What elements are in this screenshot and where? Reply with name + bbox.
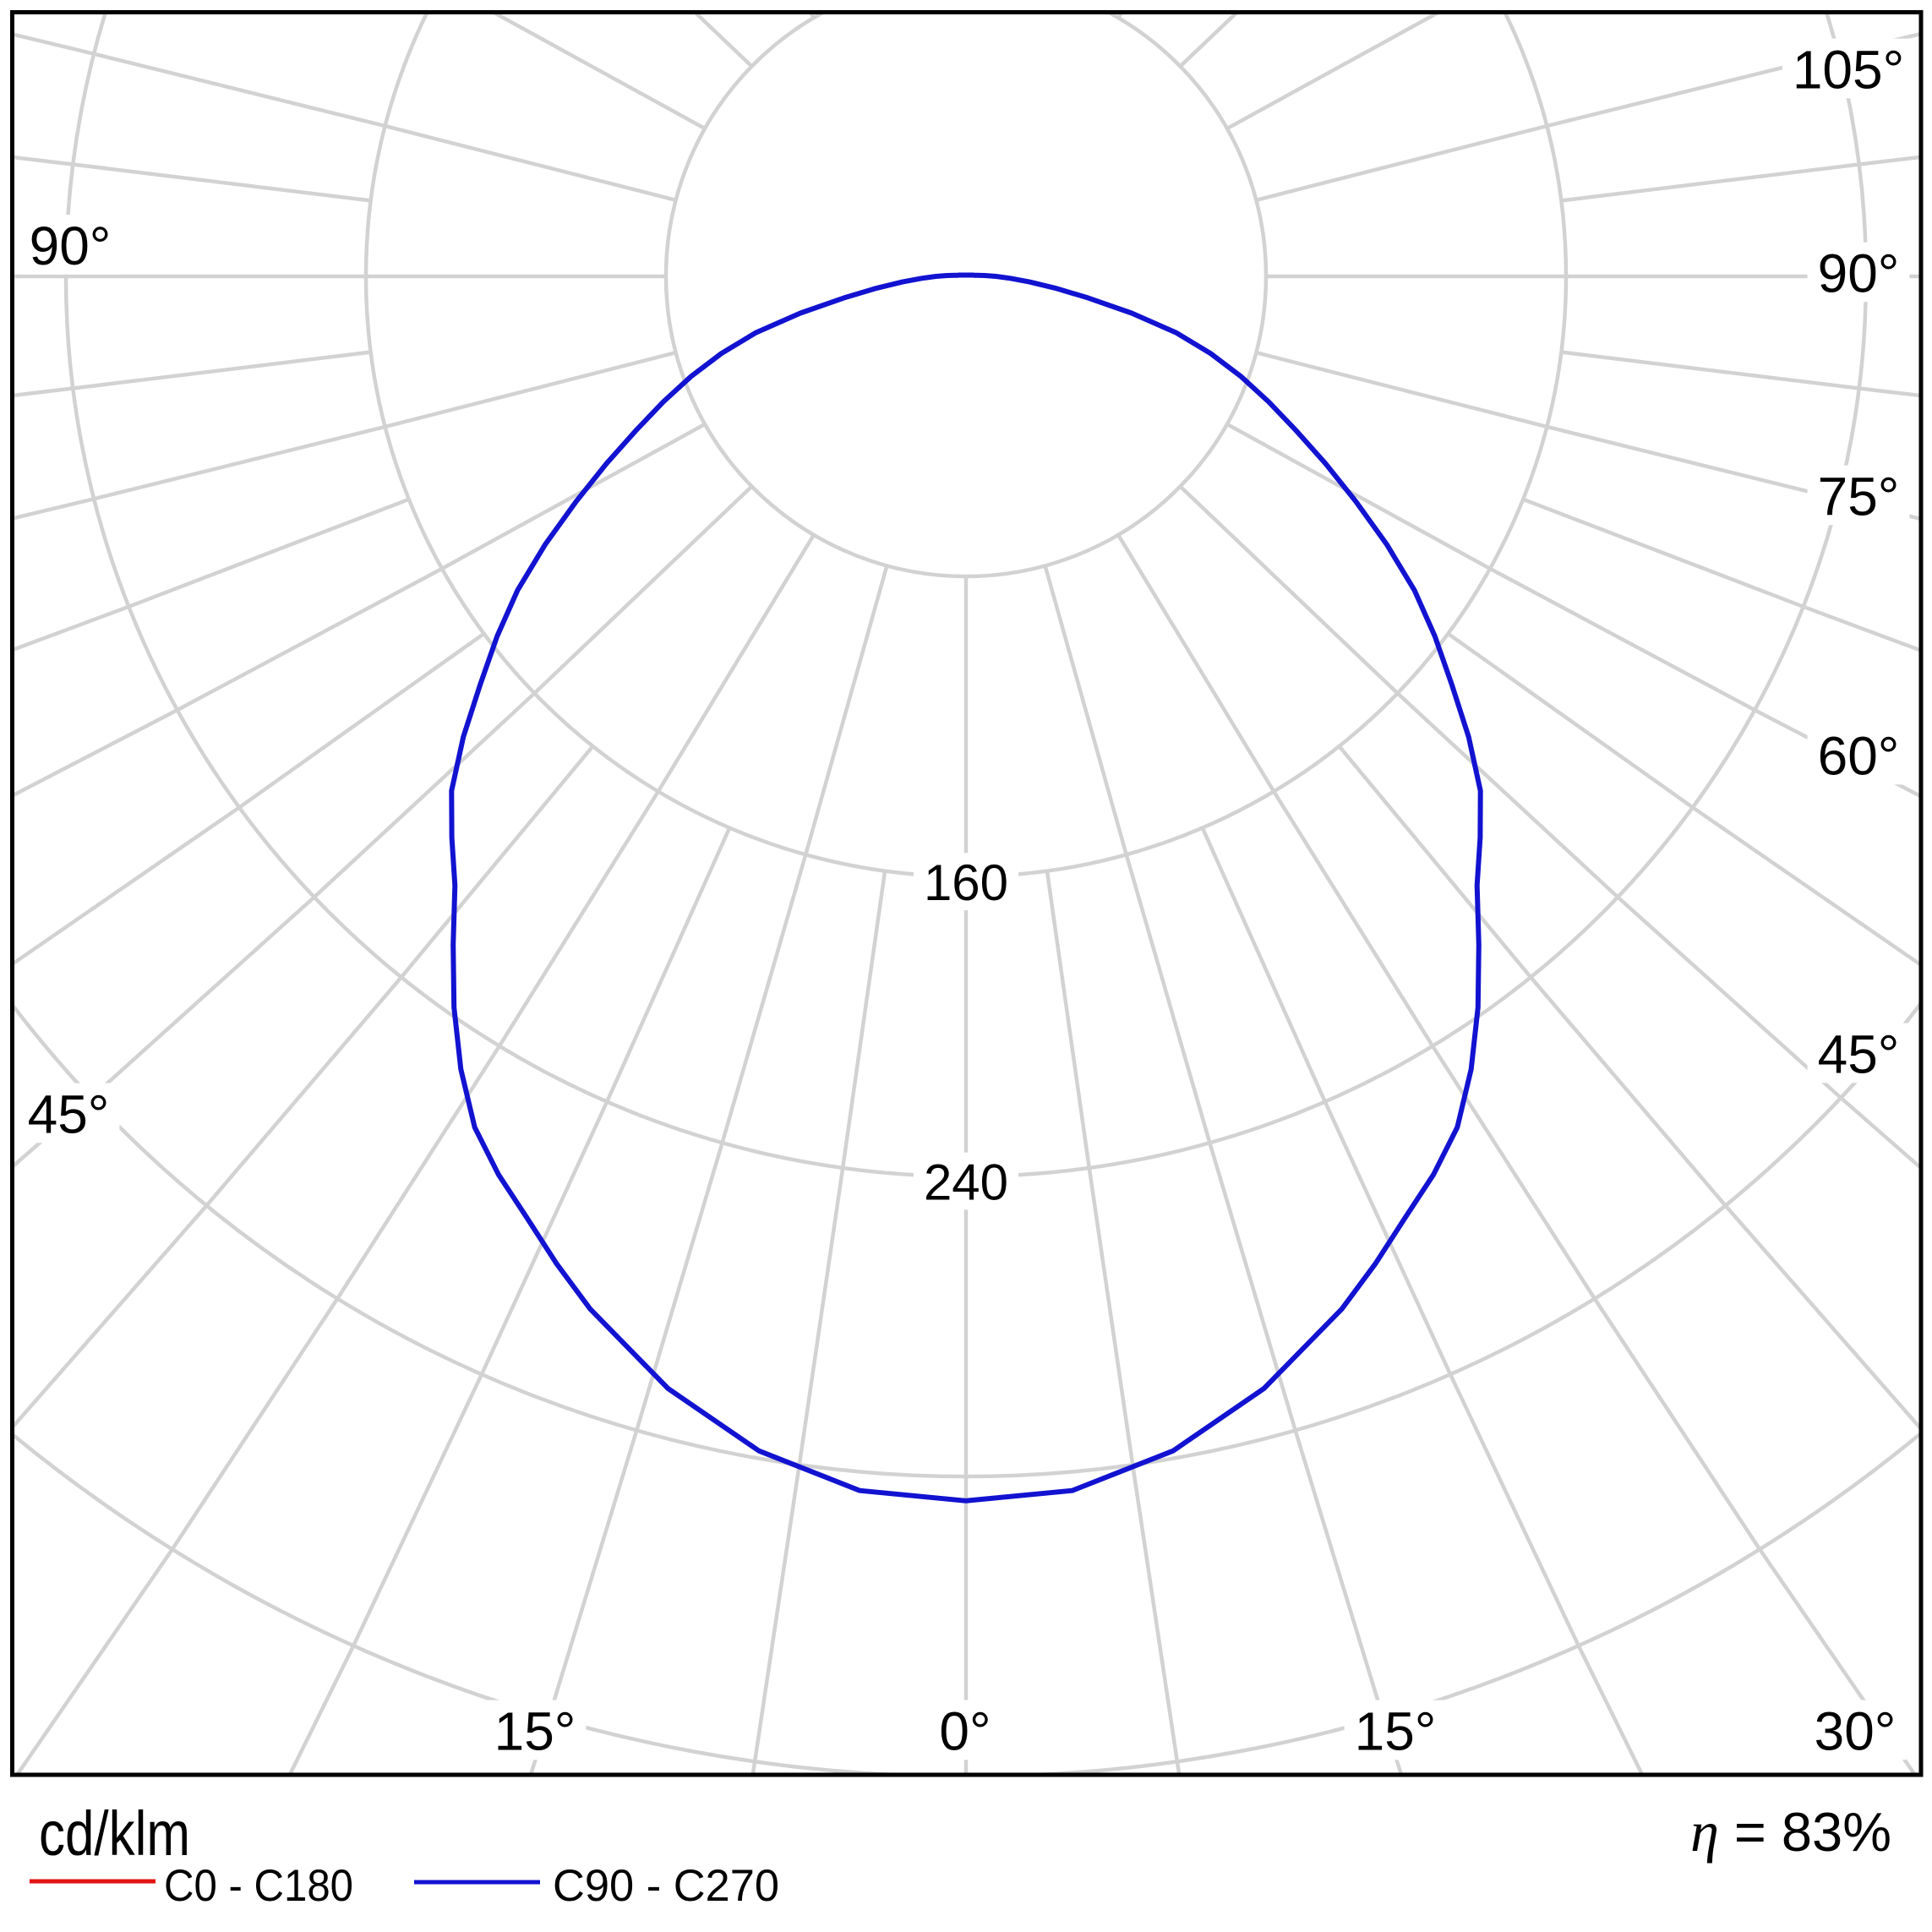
svg-text:240: 240: [924, 1154, 1008, 1210]
svg-text:45°: 45°: [1818, 1023, 1900, 1084]
svg-text:45°: 45°: [28, 1083, 110, 1144]
svg-text:η = 83%: η = 83%: [1690, 1799, 1891, 1864]
svg-text:0°: 0°: [939, 1700, 991, 1761]
svg-text:60°: 60°: [1818, 725, 1900, 786]
svg-text:C0 - C180: C0 - C180: [164, 1861, 353, 1911]
svg-text:75°: 75°: [1818, 466, 1900, 527]
svg-text:105°: 105°: [1793, 39, 1904, 100]
svg-text:C90 - C270: C90 - C270: [553, 1861, 779, 1911]
svg-text:15°: 15°: [1355, 1700, 1437, 1761]
svg-text:cd/klm: cd/klm: [39, 1798, 190, 1869]
svg-text:90°: 90°: [1818, 243, 1900, 303]
svg-text:30°: 30°: [1815, 1700, 1897, 1761]
svg-text:90°: 90°: [30, 216, 112, 276]
svg-text:160: 160: [924, 854, 1008, 911]
svg-text:15°: 15°: [494, 1700, 576, 1761]
